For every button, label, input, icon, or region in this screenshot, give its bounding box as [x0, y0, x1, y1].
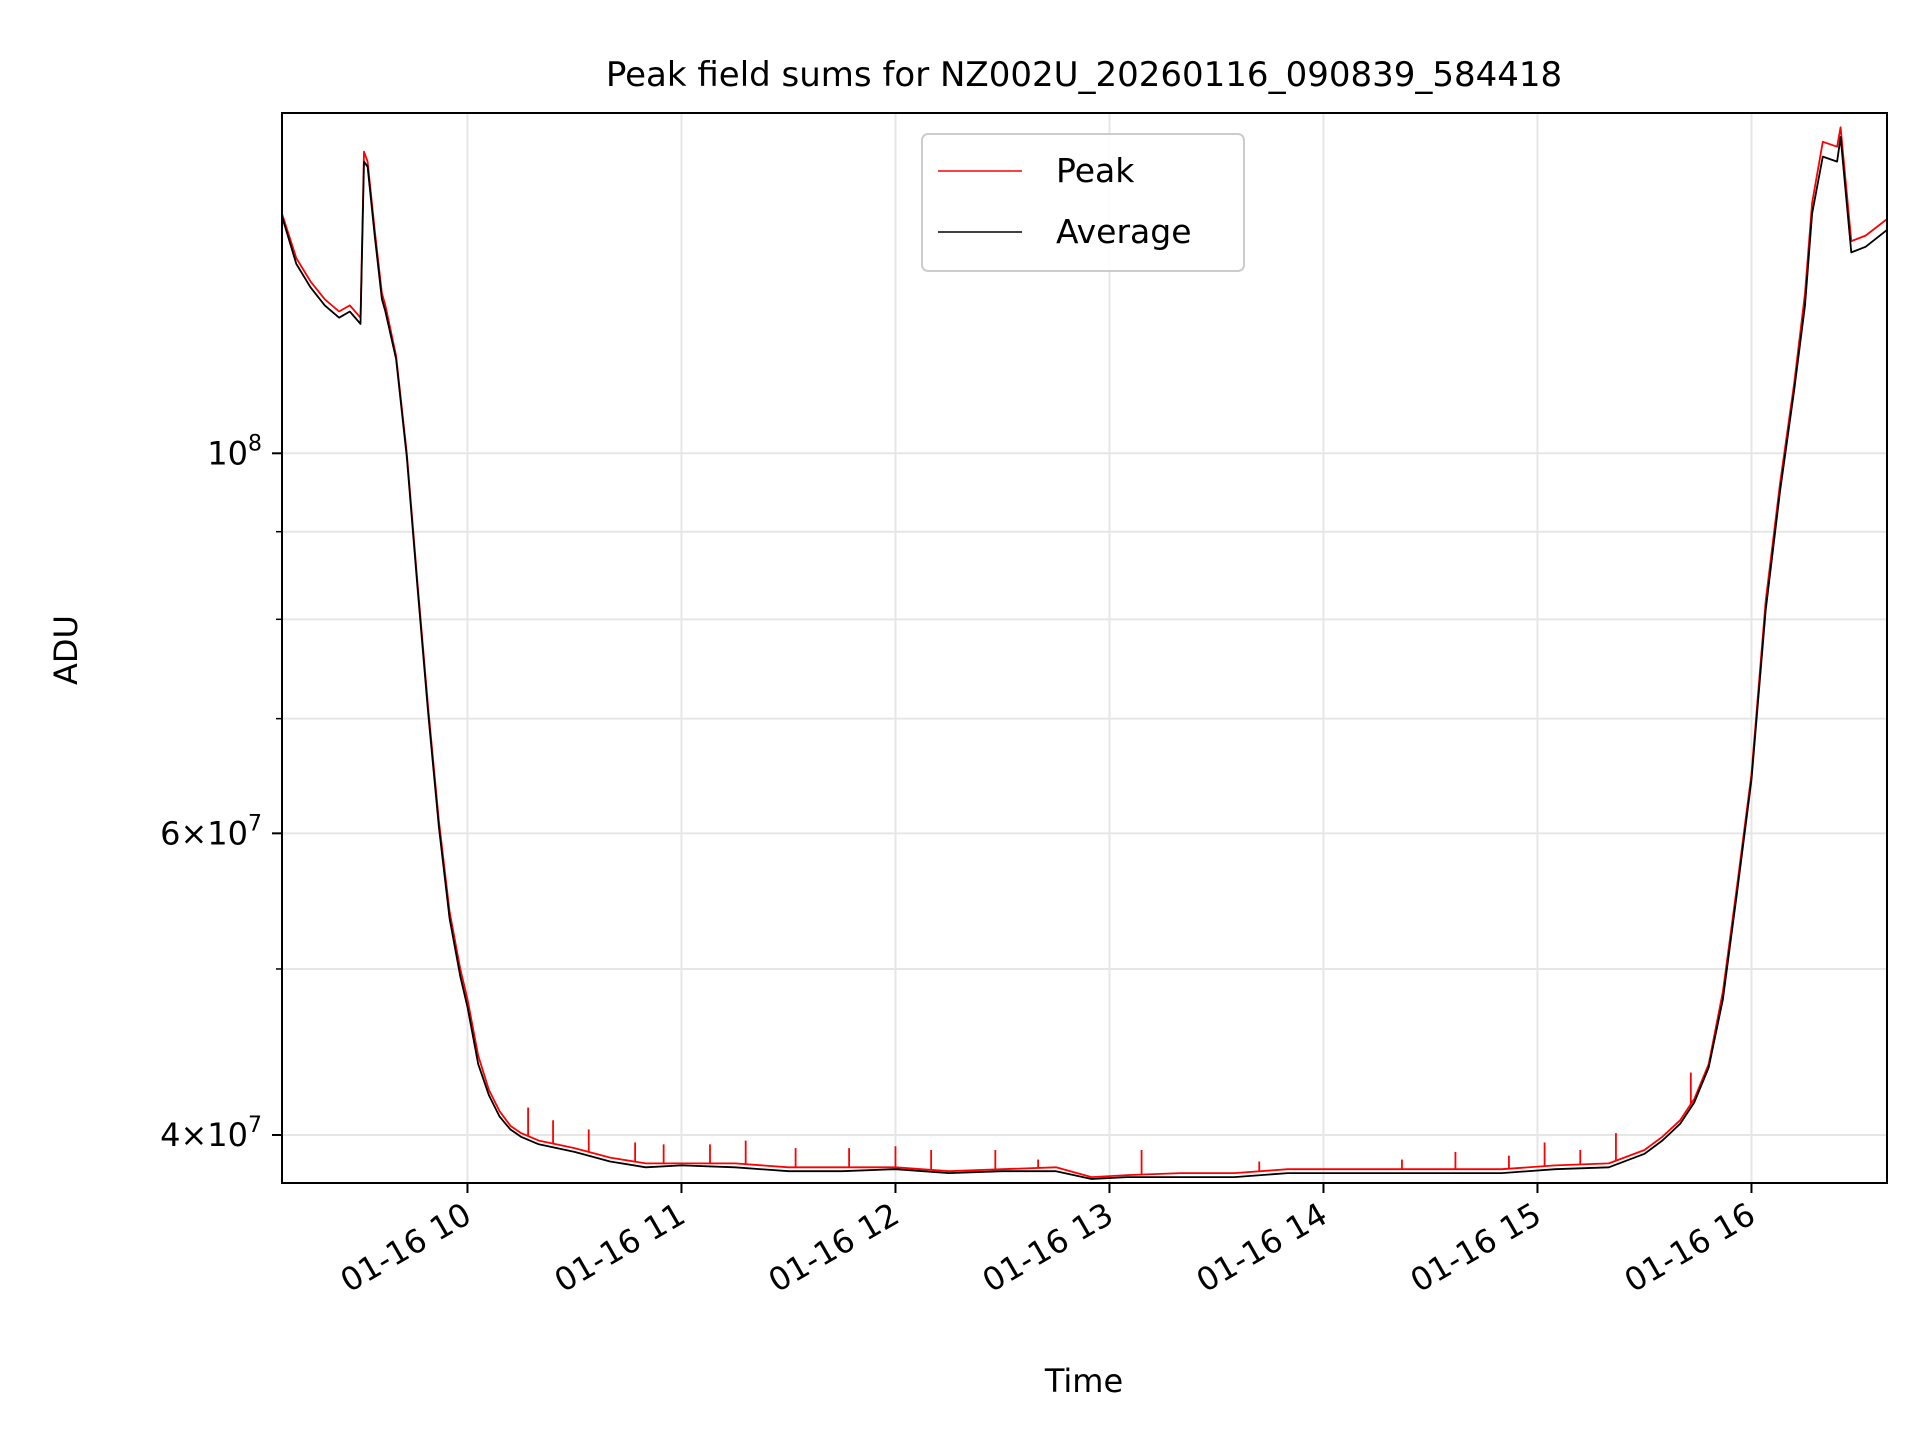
x-axis-label: Time [1044, 1362, 1123, 1400]
y-tick-label: 6×107 [160, 811, 262, 852]
legend-box [921, 133, 1245, 272]
y-axis-label: ADU [47, 615, 85, 685]
plot-lines [282, 126, 1887, 1180]
grid [282, 113, 1887, 1183]
legend: Peak Average [921, 133, 1245, 272]
legend-label-average: Average [1056, 212, 1192, 251]
chart-title: Peak field sums for NZ002U_20260116_0908… [606, 55, 1562, 95]
y-tick-label: 108 [207, 431, 262, 472]
y-tick-label: 4×107 [160, 1113, 262, 1154]
legend-label-peak: Peak [1056, 151, 1135, 190]
y-axis: 4×107 6×107 108 [160, 431, 282, 1154]
series-line-average [282, 135, 1887, 1180]
plot-frame [281, 112, 1888, 1184]
